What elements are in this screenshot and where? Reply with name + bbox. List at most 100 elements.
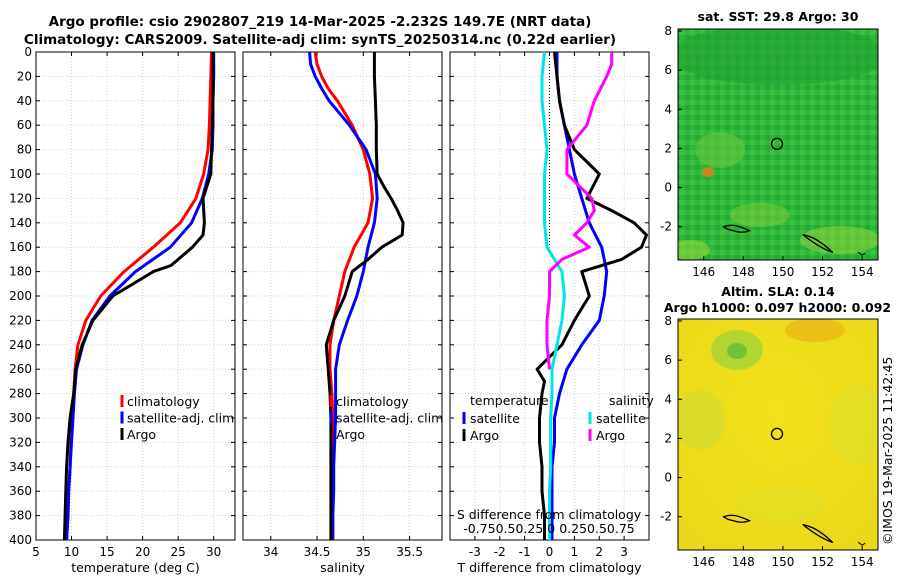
x-tick-label: 20 (135, 545, 150, 559)
y-tick-label: 6 (664, 63, 672, 77)
argo-position-marker (770, 137, 784, 151)
island-coastline (802, 523, 834, 544)
legend-label: Argo (127, 427, 156, 442)
legend-label: Argo (596, 428, 625, 443)
legend-label: climatology (127, 394, 200, 409)
x-tick-label: 35.5 (396, 545, 423, 559)
x-tick-label: 15 (99, 545, 114, 559)
y-tick-label: 80 (17, 143, 32, 157)
y-tick-label: 40 (17, 94, 32, 108)
y-tick-label: 200 (9, 289, 32, 303)
map-blotch (800, 226, 878, 254)
x-tick-label: 1 (571, 545, 579, 559)
temperature-panel: 5 10 15 20 25 3002040608010012014016018020022… (9, 45, 236, 575)
y-tick-label: 0 (664, 181, 672, 195)
series-argo (324, 52, 405, 540)
x-tick-label: 148 (732, 265, 755, 279)
y-tick-label: 120 (9, 191, 32, 205)
x-tick-label: 30 (206, 545, 221, 559)
top-axis-label: S difference from climatology (457, 507, 642, 522)
x-tick-label: 34 (263, 545, 278, 559)
map-frame (677, 28, 879, 261)
y-tick-label: 160 (9, 240, 32, 254)
x-tick-label: 5 (32, 545, 40, 559)
x-tick-label: 146 (692, 555, 715, 569)
argo-position-marker (770, 427, 784, 441)
figure-title-line2: Climatology: CARS2009. Satellite-adj cli… (23, 32, 617, 48)
series-salinity-satellite (540, 51, 566, 540)
sat-sst-map: 146 148 150 152 154 8 6 4 2 0 -2 (660, 24, 879, 279)
map-blotch (785, 319, 845, 342)
island-coastline (722, 224, 752, 233)
map-blotch (695, 132, 745, 168)
series-temperature-argo (535, 51, 648, 540)
map-blotch (678, 390, 725, 450)
y-tick-label: 140 (9, 216, 32, 230)
y-tick-label: 2 (664, 141, 672, 155)
series-temperature-satellite (550, 52, 609, 540)
map-blotch (702, 167, 714, 177)
x-tick-label: 150 (771, 265, 794, 279)
y-tick-label: 300 (9, 411, 32, 425)
y-tick-label: 8 (664, 24, 672, 38)
y-tick-label: 220 (9, 313, 32, 327)
island-coastline (802, 233, 834, 254)
altim-sla-map: 146 148 150 152 154 8 6 4 2 0 -2 (660, 314, 879, 569)
map-frame (677, 318, 879, 551)
y-tick-label: 340 (9, 460, 32, 474)
legend-label: Argo (470, 428, 499, 443)
y-tick-label: 400 (9, 533, 32, 547)
y-tick-label: 100 (9, 167, 32, 181)
x-tick-label: 35 (356, 545, 371, 559)
x-tick-label: 152 (811, 555, 834, 569)
y-tick-label: -2 (660, 220, 672, 234)
x-tick-label: -3 (469, 545, 481, 559)
x-tick-label: -2 (494, 545, 506, 559)
series-satellite-adj-clim (308, 51, 379, 540)
x-tick-label: 148 (732, 555, 755, 569)
y-tick-label: 2 (664, 431, 672, 445)
y-tick-label: 6 (664, 353, 672, 367)
y-tick-label: 240 (9, 338, 32, 352)
y-tick-label: 360 (9, 484, 32, 498)
island-coastline (857, 541, 866, 546)
y-tick-label: 60 (17, 118, 32, 132)
legend-label: satellite-adj. clim (336, 411, 443, 426)
figure-title-line1: Argo profile: csio 2902807_219 14-Mar-20… (48, 14, 592, 30)
y-tick-label: 0 (664, 471, 672, 485)
x-tick-label: 3 (620, 545, 628, 559)
x-tick-label: 154 (851, 265, 874, 279)
x-axis-label: T difference from climatology (456, 560, 642, 575)
y-tick-label: 180 (9, 265, 32, 279)
map-blotch (730, 203, 790, 227)
map-blotch (727, 343, 747, 359)
y-tick-label: 20 (17, 69, 32, 83)
island-coastline (857, 251, 866, 256)
sla-map-subtitle: Argo h1000: 0.097 h2000: 0.092 (663, 300, 892, 315)
y-tick-label: 4 (664, 392, 672, 406)
legend-label: satellite (470, 411, 520, 426)
map-blotch (678, 29, 878, 85)
x-axis-label: temperature (deg C) (71, 560, 200, 575)
x-tick-label: 146 (692, 265, 715, 279)
y-tick-label: 380 (9, 509, 32, 523)
map-field (678, 29, 878, 260)
y-tick-label: 8 (664, 314, 672, 328)
y-tick-label: 320 (9, 435, 32, 449)
legend-heading-temperature: temperature (470, 393, 549, 408)
x-tick-label: -1 (519, 545, 531, 559)
legend-label: climatology (336, 394, 409, 409)
x-tick-label: 10 (64, 545, 79, 559)
map-blotch (830, 385, 878, 465)
x-tick-label: 34.5 (304, 545, 331, 559)
difference-panel: -3 -2 -1 0 1 2 3T difference from climatology S… (449, 51, 654, 575)
legend-heading-salinity: salinity (609, 393, 654, 408)
map-blotch (735, 485, 825, 525)
y-tick-label: 0 (24, 45, 32, 59)
series-satellite-adj-clim (65, 52, 216, 541)
island-coastline (722, 514, 752, 523)
map-blotch (678, 240, 710, 260)
x-tick-label: 2 (595, 545, 603, 559)
sst-map-title: sat. SST: 29.8 Argo: 30 (697, 9, 859, 24)
